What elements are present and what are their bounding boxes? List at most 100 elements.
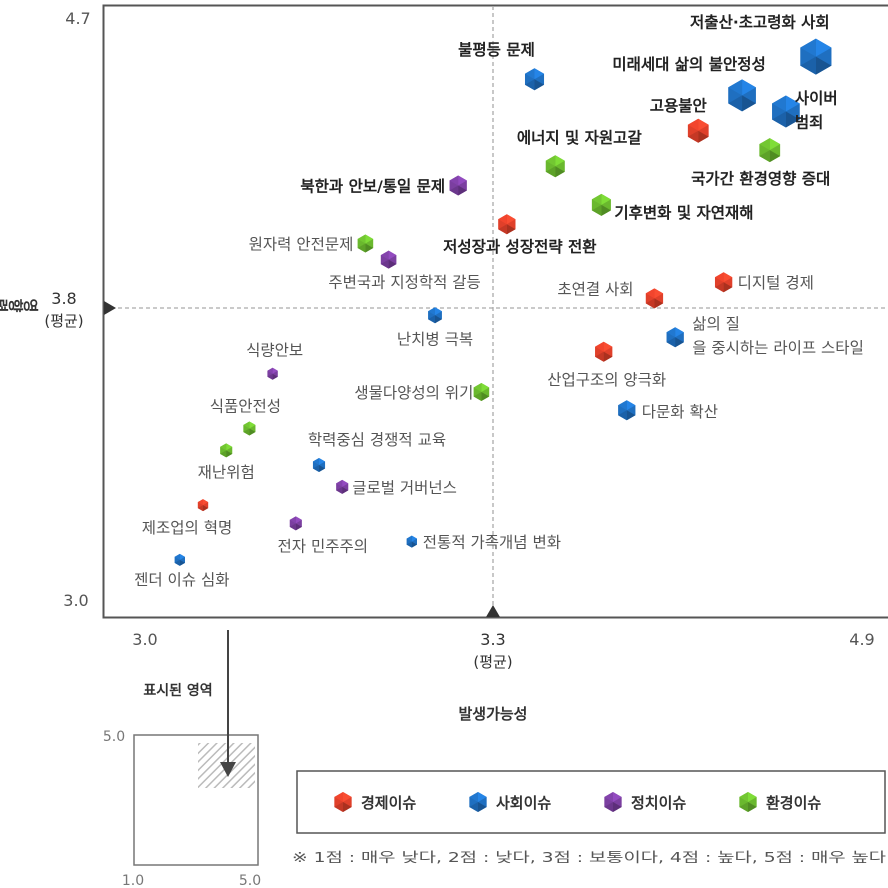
marker-facet: [534, 68, 545, 80]
marker-facet: [545, 166, 556, 178]
marker-facet: [435, 307, 442, 316]
marker-facet: [197, 505, 203, 512]
marker-facet: [428, 315, 435, 324]
inset-frame: [133, 734, 259, 866]
marker-facet: [498, 214, 507, 225]
point-label: 디지털 경제: [738, 274, 814, 292]
marker-facet: [289, 516, 296, 524]
marker-facet: [739, 802, 748, 812]
point-marker-icon: [618, 400, 636, 421]
marker-facet: [815, 38, 832, 57]
marker-facet: [728, 95, 743, 112]
marker-facet: [469, 802, 478, 812]
marker-facet: [388, 250, 397, 260]
point-marker-icon: [243, 421, 256, 436]
marker-facet: [343, 802, 352, 812]
marker-facet: [723, 282, 733, 293]
point-marker-icon: [473, 382, 490, 401]
marker-facet: [759, 138, 770, 151]
point-label: 젠더 이슈 심화: [134, 571, 229, 589]
marker-facet: [336, 486, 343, 494]
marker-facet: [645, 288, 655, 299]
legend-marker-icon: [739, 792, 757, 812]
marker-facet: [319, 457, 326, 465]
marker-facet: [603, 351, 613, 362]
marker-facet: [772, 95, 786, 112]
marker-facet: [365, 234, 374, 244]
point-label-line: 을 중시하는 라이프 스타일: [692, 339, 864, 357]
marker-facet: [478, 792, 487, 802]
marker-facet: [601, 204, 611, 216]
point-marker-icon: [357, 234, 374, 253]
marker-facet: [334, 792, 343, 802]
legend-box: [296, 770, 886, 834]
marker-facet: [591, 193, 602, 205]
point-marker-icon: [666, 327, 684, 348]
y-tick-mean-label: (평균): [44, 312, 83, 330]
marker-facet: [249, 428, 256, 436]
legend-marker-icon: [334, 792, 352, 812]
point-marker-icon: [336, 479, 349, 494]
marker-facet: [343, 792, 352, 802]
marker-facet: [272, 373, 278, 380]
inset-x-tick-max: 5.0: [239, 873, 261, 888]
point-marker-icon: [545, 155, 565, 178]
point-marker-icon: [591, 193, 611, 216]
point-marker-icon: [714, 272, 733, 293]
legend: 경제이슈 사회이슈 정치이슈 환경이슈: [334, 792, 821, 812]
point-label: 학력중심 경쟁적 교육: [308, 431, 446, 449]
point-label: 식량안보: [246, 342, 303, 360]
x-axis-label: 발생가능성: [458, 705, 527, 723]
point-marker-icon: [267, 367, 278, 380]
marker-facet: [524, 68, 535, 80]
marker-facet: [524, 79, 535, 91]
point-label: 난치병 극복: [397, 330, 473, 348]
point-marker-icon: [289, 516, 302, 531]
marker-facet: [645, 298, 655, 309]
marker-facet: [179, 559, 185, 566]
point-marker-icon: [772, 95, 800, 128]
marker-facet: [174, 553, 180, 560]
marker-facet: [411, 541, 417, 548]
marker-facet: [687, 130, 699, 143]
marker-facet: [498, 224, 507, 235]
marker-facet: [481, 382, 490, 392]
y-axis-label: 영향력: [0, 296, 39, 314]
marker-facet: [220, 450, 227, 458]
marker-facet: [675, 327, 684, 338]
marker-facet: [342, 486, 349, 494]
marker-facet: [654, 288, 664, 299]
marker-facet: [555, 155, 565, 167]
marker-facet: [406, 535, 412, 542]
marker-facet: [714, 282, 724, 293]
marker-facet: [203, 499, 209, 506]
marker-facet: [769, 150, 781, 163]
marker-facet: [800, 56, 816, 75]
marker-facet: [739, 792, 748, 802]
marker-facet: [295, 523, 302, 531]
x-mean-marker-icon: [486, 605, 500, 617]
marker-facet: [226, 443, 233, 451]
marker-facet: [267, 367, 273, 374]
point-label: 저성장과 성장전략 전환: [443, 237, 596, 256]
arrow-down-icon: [220, 762, 236, 777]
inset-y-tick: 5.0: [103, 729, 125, 745]
point-label: 생물다양성의 위기: [354, 384, 473, 402]
x-tick-mean-label: (평균): [473, 653, 512, 671]
marker-facet: [458, 175, 467, 186]
point-label: 고용불안: [650, 97, 708, 115]
point-label: 산업구조의 양극화: [547, 371, 666, 389]
legend-marker-icon: [469, 792, 487, 812]
point-marker-icon: [595, 341, 613, 362]
marker-facet: [603, 341, 613, 352]
legend-label: 정치이슈: [631, 794, 686, 812]
inset-title: 표시된 영역: [143, 682, 212, 699]
point-label-line: 범죄: [795, 113, 824, 131]
marker-facet: [723, 272, 733, 283]
marker-facet: [506, 224, 516, 235]
point-label-line: 사이버: [795, 89, 838, 107]
marker-facet: [357, 243, 366, 253]
plot-frame: [102, 4, 888, 619]
marker-facet: [272, 367, 278, 374]
